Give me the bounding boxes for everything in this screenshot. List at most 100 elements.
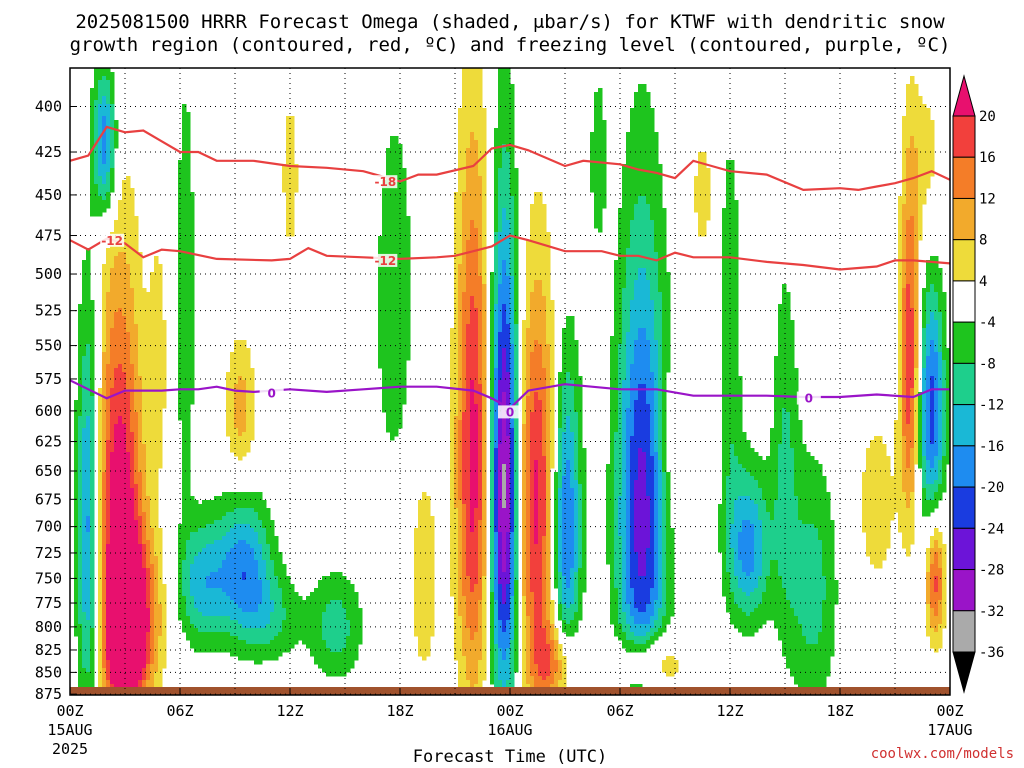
omega-cell [134,376,139,381]
omega-cell [78,660,83,665]
omega-cell [98,528,103,533]
omega-cell [90,424,95,429]
omega-cell [414,632,419,637]
omega-cell [134,528,139,533]
omega-cell [114,564,119,569]
omega-cell [250,412,255,417]
omega-cell [130,636,135,641]
omega-cell [98,416,103,421]
omega-shading [74,68,950,695]
omega-cell [150,336,155,341]
omega-cell [122,332,127,337]
omega-cell [122,300,127,305]
omega-cell [158,592,163,597]
omega-cell [234,504,239,509]
omega-cell [182,344,187,349]
omega-cell [270,612,275,617]
omega-cell [250,608,255,613]
omega-cell [186,380,191,385]
omega-cell [98,192,103,197]
omega-cell [390,288,395,293]
omega-cell [378,244,383,249]
omega-cell [282,588,287,593]
omega-cell [114,124,119,129]
omega-cell [90,360,95,365]
omega-cell [142,324,147,329]
omega-cell [94,84,99,89]
omega-cell [118,360,123,365]
omega-cell [102,624,107,629]
omega-cell [394,320,399,325]
omega-cell [154,684,159,689]
omega-cell [106,584,111,589]
omega-cell [86,364,91,369]
omega-cell [142,592,147,597]
omega-cell [114,544,119,549]
omega-cell [86,480,91,485]
omega-cell [194,572,199,577]
omega-cell [86,432,91,437]
omega-cell [82,432,87,437]
omega-cell [186,224,191,229]
omega-cell [222,624,227,629]
omega-cell [234,500,239,505]
omega-cell [98,396,103,401]
omega-cell [122,204,127,209]
omega-cell [234,416,239,421]
omega-cell [246,524,251,529]
omega-cell [242,568,247,573]
omega-cell [142,344,147,349]
omega-cell [150,312,155,317]
omega-cell [150,324,155,329]
omega-cell [222,572,227,577]
omega-cell [338,624,343,629]
omega-cell [114,588,119,593]
omega-cell [282,176,287,181]
omega-cell [138,408,143,413]
omega-cell [78,464,83,469]
omega-cell [146,608,151,613]
omega-cell [90,324,95,329]
omega-cell [406,316,411,321]
omega-cell [122,304,127,309]
omega-cell [226,592,231,597]
omega-cell [102,76,107,81]
omega-cell [162,372,167,377]
omega-cell [146,424,151,429]
omega-cell [134,372,139,377]
omega-cell [414,616,419,621]
omega-cell [146,632,151,637]
omega-cell [418,596,423,601]
omega-cell [98,428,103,433]
omega-cell [82,448,87,453]
omega-cell [182,532,187,537]
omega-cell [298,632,303,637]
omega-cell [226,504,231,509]
omega-cell [402,296,407,301]
omega-cell [138,568,143,573]
omega-cell [182,588,187,593]
omega-cell [218,528,223,533]
omega-cell [386,324,391,329]
omega-cell [114,516,119,521]
omega-cell [406,236,411,241]
omega-cell [114,400,119,405]
omega-cell [82,492,87,497]
omega-cell [126,492,131,497]
omega-cell [138,488,143,493]
omega-cell [414,612,419,617]
omega-cell [122,188,127,193]
omega-cell [106,128,111,133]
omega-cell [126,268,131,273]
omega-cell [110,560,115,565]
omega-cell [386,240,391,245]
omega-cell [134,580,139,585]
omega-cell [98,620,103,625]
omega-cell [334,624,339,629]
omega-cell [134,516,139,521]
omega-cell [322,612,327,617]
omega-cell [282,168,287,173]
omega-cell [418,632,423,637]
omega-cell [246,420,251,425]
omega-cell [86,640,91,645]
